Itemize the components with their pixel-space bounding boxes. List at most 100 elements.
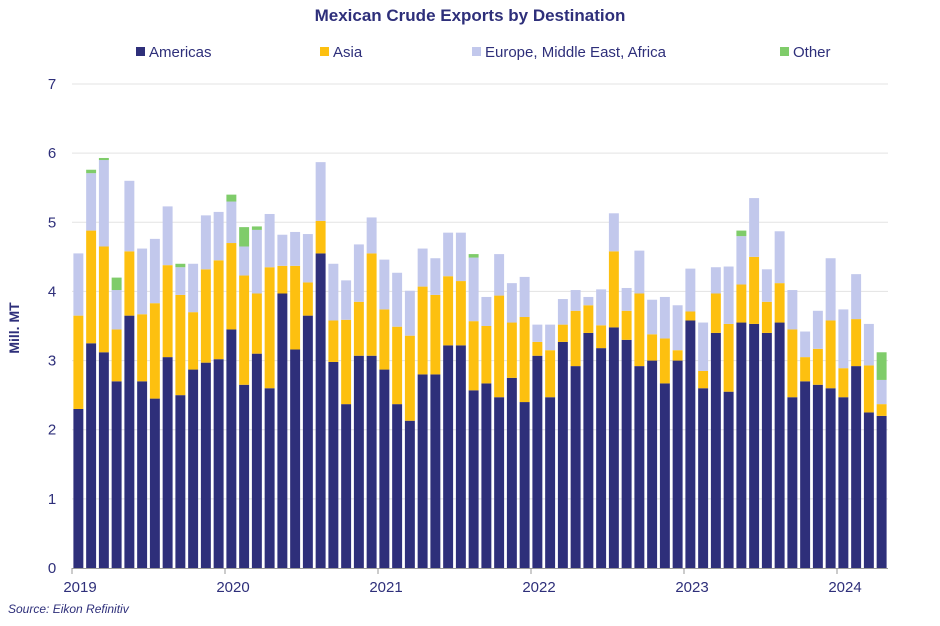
bar-segment-americas — [175, 395, 186, 568]
bar-segment-asia — [659, 338, 670, 384]
bar-segment-asia — [277, 265, 288, 294]
legend-item-other: Other — [780, 44, 831, 61]
bar-segment-americas — [570, 366, 581, 568]
bar-segment-europe-middle-east-africa — [226, 201, 237, 244]
bar-segment-asia — [749, 256, 760, 324]
bar-segment-europe-middle-east-africa — [417, 248, 428, 287]
bar-segment-asia — [315, 220, 326, 254]
legend-swatch-emea — [472, 47, 481, 56]
y-tick-label: 7 — [48, 76, 56, 93]
bar-segment-europe-middle-east-africa — [404, 290, 415, 336]
bar-segment-europe-middle-east-africa — [863, 323, 874, 366]
bar-segment-americas — [353, 355, 364, 568]
bar-segment-americas — [124, 315, 135, 568]
bar-segment-europe-middle-east-africa — [468, 257, 479, 322]
bar-segment-asia — [557, 324, 568, 342]
bar-segment-europe-middle-east-africa — [545, 324, 556, 351]
bar-segment-asia — [328, 320, 339, 362]
legend-swatch-americas — [136, 47, 145, 56]
bar-segment-europe-middle-east-africa — [188, 263, 199, 313]
bar-segment-other — [98, 157, 109, 161]
bar-segment-europe-middle-east-africa — [98, 160, 109, 247]
bar-segment-other — [86, 169, 97, 174]
bar-segment-europe-middle-east-africa — [800, 331, 811, 358]
bar-segment-europe-middle-east-africa — [519, 276, 530, 318]
bar-segment-asia — [736, 284, 747, 323]
bar-segment-other — [239, 227, 250, 247]
legend-item-americas: Americas — [136, 44, 212, 61]
chart-title: Mexican Crude Exports by Destination — [314, 6, 626, 25]
bar-stacks — [73, 157, 887, 568]
bar-segment-europe-middle-east-africa — [315, 162, 326, 221]
bar-segment-asia — [800, 357, 811, 382]
bar-segment-asia — [583, 305, 594, 333]
legend: Americas Asia Europe, Middle East, Afric… — [0, 44, 940, 64]
legend-label-americas: Americas — [149, 44, 212, 61]
bar-segment-asia — [812, 348, 823, 385]
x-tick-label: 2023 — [675, 579, 708, 596]
legend-swatch-other — [780, 47, 789, 56]
bar-segment-europe-middle-east-africa — [685, 268, 696, 312]
bar-segment-asia — [200, 269, 211, 363]
bar-segment-asia — [290, 265, 301, 350]
legend-label-emea: Europe, Middle East, Africa — [485, 44, 666, 61]
bar-segment-asia — [723, 323, 734, 392]
bar-segment-americas — [162, 357, 173, 568]
legend-label-other: Other — [793, 44, 831, 61]
bar-segment-asia — [468, 321, 479, 391]
bar-segment-other — [226, 194, 237, 202]
bar-segment-americas — [455, 345, 466, 568]
bar-segment-americas — [519, 402, 530, 568]
bar-segment-europe-middle-east-africa — [570, 290, 581, 311]
bar-segment-americas — [736, 322, 747, 568]
bar-segment-americas — [149, 398, 160, 568]
bar-segment-americas — [277, 293, 288, 568]
bar-segment-europe-middle-east-africa — [392, 272, 403, 327]
bar-segment-europe-middle-east-africa — [761, 269, 772, 302]
bar-segment-asia — [838, 368, 849, 398]
bar-segment-asia — [863, 365, 874, 413]
bar-segment-asia — [213, 260, 224, 360]
bar-segment-americas — [596, 348, 607, 568]
bar-segment-other — [251, 226, 262, 230]
source-note: Source: Eikon Refinitiv — [8, 602, 129, 616]
bar-segment-americas — [851, 366, 862, 568]
bar-segment-americas — [761, 332, 772, 568]
bar-segment-asia — [710, 293, 721, 333]
bar-segment-europe-middle-east-africa — [213, 211, 224, 261]
y-tick-labels: 0 1 2 3 4 5 6 7 — [48, 76, 56, 577]
bar-segment-americas — [430, 374, 441, 568]
bar-segment-europe-middle-east-africa — [647, 299, 658, 335]
bar-segment-europe-middle-east-africa — [825, 258, 836, 321]
bar-segment-europe-middle-east-africa — [812, 310, 823, 349]
bar-segment-asia — [98, 246, 109, 353]
bar-segment-europe-middle-east-africa — [277, 234, 288, 266]
bar-segment-europe-middle-east-africa — [302, 234, 313, 283]
bar-segment-europe-middle-east-africa — [596, 289, 607, 326]
bar-segment-asia — [519, 317, 530, 403]
bar-segment-americas — [659, 383, 670, 568]
bar-segment-asia — [162, 265, 173, 358]
bar-segment-americas — [98, 352, 109, 568]
bar-segment-asia — [685, 311, 696, 321]
bar-segment-europe-middle-east-africa — [124, 180, 135, 252]
bar-segment-asia — [175, 294, 186, 396]
bar-segment-americas — [545, 397, 556, 568]
bar-segment-americas — [685, 320, 696, 568]
bar-segment-europe-middle-east-africa — [532, 324, 543, 342]
bar-segment-asia — [86, 230, 97, 344]
bar-segment-asia — [787, 329, 798, 398]
bar-segment-americas — [838, 397, 849, 568]
bar-segment-europe-middle-east-africa — [608, 213, 619, 252]
bar-segment-asia — [698, 370, 709, 389]
bar-segment-asia — [761, 301, 772, 333]
bar-segment-europe-middle-east-africa — [455, 232, 466, 282]
bar-segment-americas — [86, 343, 97, 568]
bar-segment-americas — [328, 361, 339, 568]
bar-segment-americas — [200, 362, 211, 568]
bar-segment-europe-middle-east-africa — [710, 267, 721, 294]
y-tick-label: 0 — [48, 560, 56, 577]
bar-segment-europe-middle-east-africa — [723, 266, 734, 324]
legend-label-asia: Asia — [333, 44, 363, 61]
